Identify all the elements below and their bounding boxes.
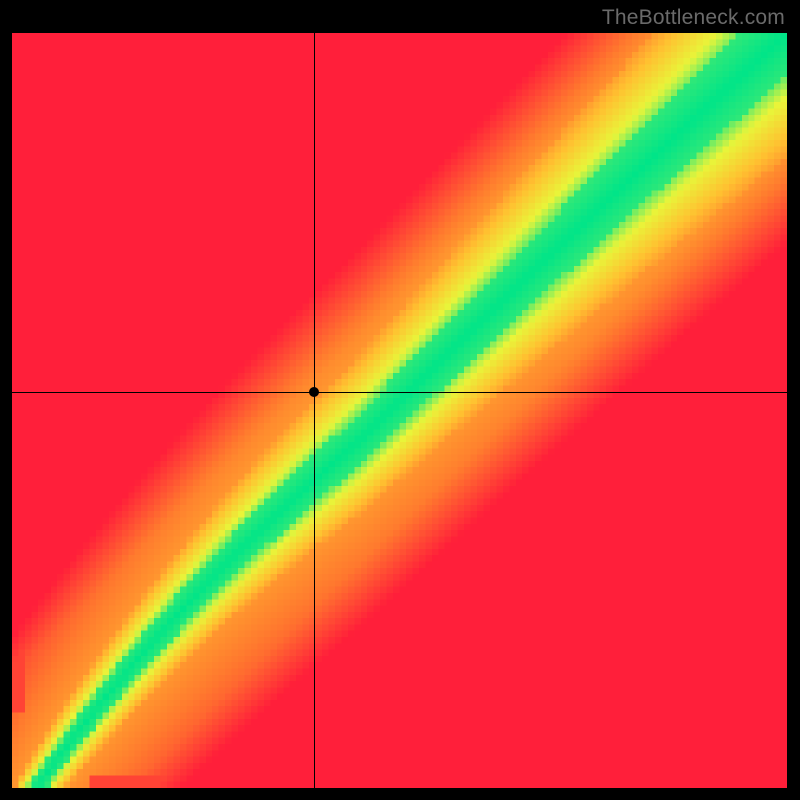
crosshair-vertical xyxy=(314,33,315,788)
heatmap-plot xyxy=(12,33,787,788)
crosshair-horizontal xyxy=(12,392,787,393)
watermark-text: TheBottleneck.com xyxy=(602,6,785,30)
heatmap-canvas xyxy=(12,33,787,788)
data-point-marker xyxy=(309,387,319,397)
